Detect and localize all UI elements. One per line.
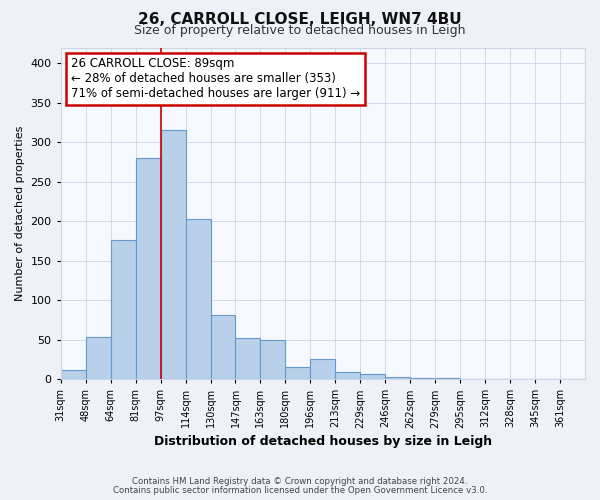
Bar: [161, 130, 185, 379]
Bar: [235, 338, 260, 379]
Bar: [335, 372, 361, 379]
Bar: [110, 240, 136, 379]
Bar: [361, 374, 385, 379]
Text: 26 CARROLL CLOSE: 89sqm
← 28% of detached houses are smaller (353)
71% of semi-d: 26 CARROLL CLOSE: 89sqm ← 28% of detache…: [71, 58, 361, 100]
Bar: [211, 315, 235, 379]
Bar: [286, 368, 310, 379]
Bar: [310, 360, 335, 379]
Bar: [86, 338, 110, 379]
Bar: [185, 219, 211, 379]
Bar: [410, 378, 435, 379]
Y-axis label: Number of detached properties: Number of detached properties: [15, 126, 25, 301]
X-axis label: Distribution of detached houses by size in Leigh: Distribution of detached houses by size …: [154, 434, 492, 448]
Bar: [435, 378, 460, 379]
Text: 26, CARROLL CLOSE, LEIGH, WN7 4BU: 26, CARROLL CLOSE, LEIGH, WN7 4BU: [138, 12, 462, 28]
Bar: [136, 158, 161, 379]
Text: Size of property relative to detached houses in Leigh: Size of property relative to detached ho…: [134, 24, 466, 37]
Bar: [385, 377, 410, 379]
Text: Contains HM Land Registry data © Crown copyright and database right 2024.: Contains HM Land Registry data © Crown c…: [132, 477, 468, 486]
Text: Contains public sector information licensed under the Open Government Licence v3: Contains public sector information licen…: [113, 486, 487, 495]
Bar: [260, 340, 286, 379]
Bar: [61, 370, 86, 379]
